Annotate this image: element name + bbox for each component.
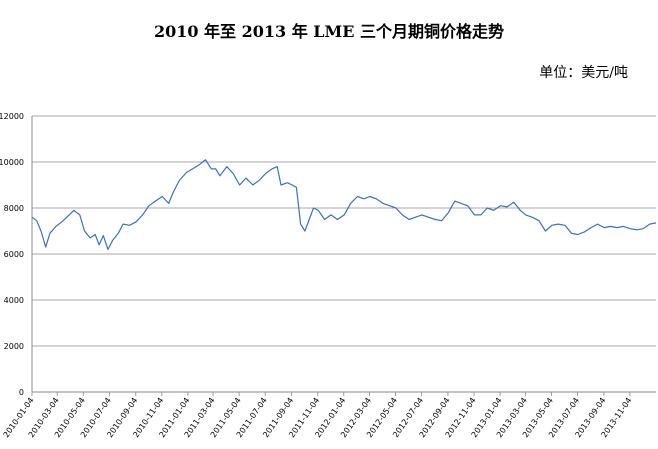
y-axis-ticks: 0 2000 4000 6000 8000 10000 12000	[0, 112, 24, 397]
y-tick-label: 12000	[0, 112, 24, 121]
y-tick-label: 4000	[4, 296, 24, 305]
y-tick-label: 6000	[4, 250, 24, 259]
x-axis-ticks: 2010-01-042010-03-042010-05-042010-07-04…	[2, 392, 634, 439]
y-tick-label: 2000	[4, 342, 24, 351]
y-tick-label: 0	[19, 388, 24, 397]
y-tick-label: 10000	[0, 158, 24, 167]
price-line	[31, 159, 657, 250]
chart-title: 2010 年至 2013 年 LME 三个月期铜价格走势	[153, 22, 505, 41]
unit-label: 单位：美元/吨	[539, 65, 628, 81]
gridlines	[32, 115, 656, 347]
series-group	[31, 159, 657, 250]
y-tick-label: 8000	[4, 204, 24, 213]
